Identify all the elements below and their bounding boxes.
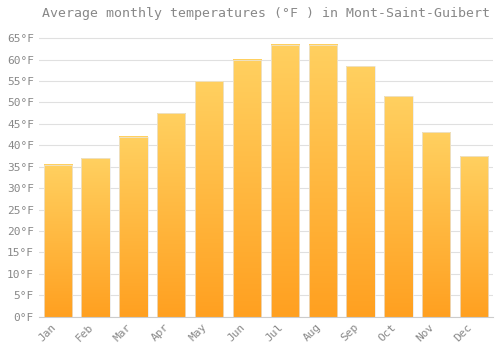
Bar [82,158,110,317]
Bar [44,164,72,317]
Bar [195,81,224,317]
Bar [157,113,186,317]
Bar [233,60,261,317]
Bar [422,132,450,317]
Bar [460,156,488,317]
Title: Average monthly temperatures (°F ) in Mont-Saint-Guibert: Average monthly temperatures (°F ) in Mo… [42,7,490,20]
Bar [270,44,299,317]
Bar [384,96,412,317]
Bar [346,66,375,317]
Bar [119,137,148,317]
Bar [308,44,337,317]
